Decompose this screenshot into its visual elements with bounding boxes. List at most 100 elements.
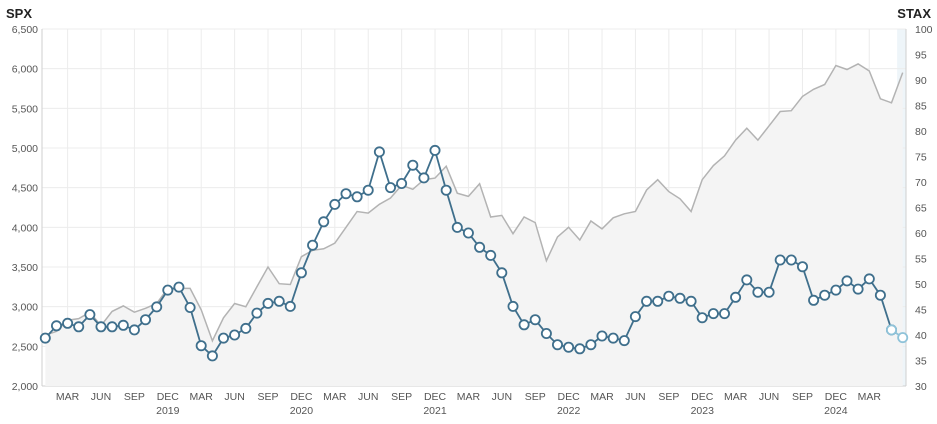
stax-point	[128, 324, 140, 336]
x-month-label: DEC	[691, 391, 714, 403]
stax-point	[39, 332, 51, 344]
right-tick-label: 95	[915, 50, 927, 62]
stax-point	[418, 172, 430, 184]
stax-point	[117, 319, 129, 331]
stax-point	[674, 292, 686, 304]
right-tick-label: 80	[915, 126, 927, 138]
right-tick-label: 85	[915, 101, 927, 113]
stax-point	[652, 295, 664, 307]
stax-point	[151, 301, 163, 313]
right-axis-title: STAX	[897, 6, 931, 21]
stax-point	[429, 144, 441, 156]
x-month-label: JUN	[625, 391, 645, 403]
x-year-label: 2019	[156, 405, 180, 417]
x-month-label: JUN	[91, 391, 111, 403]
x-month-label: MAR	[56, 391, 80, 403]
right-axis-ticks: 30 35 40 45 50 55 60 65 70 75 80 85 90 95 100	[915, 24, 933, 393]
right-tick-label: 55	[915, 254, 927, 266]
stax-point	[819, 289, 831, 301]
stax-point	[84, 309, 96, 321]
stax-point	[886, 324, 898, 336]
stax-point	[707, 308, 719, 320]
left-tick-label: 4,500	[12, 183, 38, 195]
left-tick-label: 5,000	[12, 143, 38, 155]
right-tick-label: 50	[915, 279, 927, 291]
left-tick-label: 3,000	[12, 302, 38, 314]
x-month-label: SEP	[792, 391, 813, 403]
x-month-label: JUN	[759, 391, 779, 403]
stax-point	[139, 314, 151, 326]
x-year-label: 2020	[290, 405, 314, 417]
stax-point	[273, 295, 285, 307]
stax-point	[585, 339, 597, 351]
stax-point	[785, 254, 797, 266]
stax-point	[73, 321, 85, 333]
stax-point	[618, 335, 630, 347]
stax-point	[685, 295, 697, 307]
stax-point	[62, 317, 74, 329]
stax-point	[195, 340, 207, 352]
left-tick-label: 3,500	[12, 262, 38, 274]
x-month-label: SEP	[258, 391, 279, 403]
stax-point	[641, 295, 653, 307]
x-month-label: DEC	[424, 391, 447, 403]
x-month-label: SEP	[658, 391, 679, 403]
stax-point	[607, 332, 619, 344]
x-month-label: DEC	[558, 391, 581, 403]
x-year-label: 2024	[824, 405, 848, 417]
x-year-label: 2023	[691, 405, 715, 417]
stax-point	[362, 184, 374, 196]
x-year-label: 2022	[557, 405, 581, 417]
stax-point	[217, 332, 229, 344]
stax-marker-layer	[39, 144, 909, 362]
stax-point	[719, 308, 731, 320]
stax-point	[351, 191, 363, 203]
stax-point	[507, 300, 519, 312]
x-month-label: SEP	[525, 391, 546, 403]
stax-point	[830, 284, 842, 296]
stax-point	[852, 283, 864, 295]
right-tick-label: 70	[915, 177, 927, 189]
stax-point	[51, 320, 63, 332]
stax-point	[451, 221, 463, 233]
stax-point	[841, 275, 853, 287]
stax-point	[529, 314, 541, 326]
stax-point	[663, 290, 675, 302]
x-axis-ticks: MAR JUN SEP DEC MAR JUN SEP DEC MAR JUN SEP DEC MAR J…	[56, 391, 881, 417]
left-tick-label: 6,000	[12, 64, 38, 76]
stax-point	[763, 286, 775, 298]
stax-point	[552, 339, 564, 351]
x-year-label: 2021	[423, 405, 447, 417]
stax-point	[474, 241, 486, 253]
spx-line	[45, 63, 904, 343]
stax-point	[384, 182, 396, 194]
x-month-label: JUN	[358, 391, 378, 403]
left-axis-title: SPX	[6, 6, 32, 21]
x-month-label: SEP	[391, 391, 412, 403]
stax-point	[563, 341, 575, 353]
stax-point	[730, 291, 742, 303]
right-tick-label: 90	[915, 75, 927, 87]
left-tick-label: 2,500	[12, 341, 38, 353]
right-tick-label: 75	[915, 152, 927, 164]
right-tick-label: 100	[915, 24, 933, 36]
stax-point	[629, 311, 641, 323]
stax-point	[696, 312, 708, 324]
stax-point	[251, 307, 263, 319]
stax-point	[373, 146, 385, 158]
right-tick-label: 35	[915, 356, 927, 368]
right-tick-label: 40	[915, 330, 927, 342]
stax-point	[307, 239, 319, 251]
stax-point	[752, 286, 764, 298]
stax-point	[518, 319, 530, 331]
x-month-label: DEC	[290, 391, 313, 403]
right-tick-label: 65	[915, 203, 927, 215]
stax-point	[229, 329, 241, 341]
x-month-label: JUN	[224, 391, 244, 403]
right-tick-label: 60	[915, 228, 927, 240]
stax-point	[284, 300, 296, 312]
x-month-label: SEP	[124, 391, 145, 403]
stax-point	[262, 297, 274, 309]
x-month-label: MAR	[457, 391, 481, 403]
